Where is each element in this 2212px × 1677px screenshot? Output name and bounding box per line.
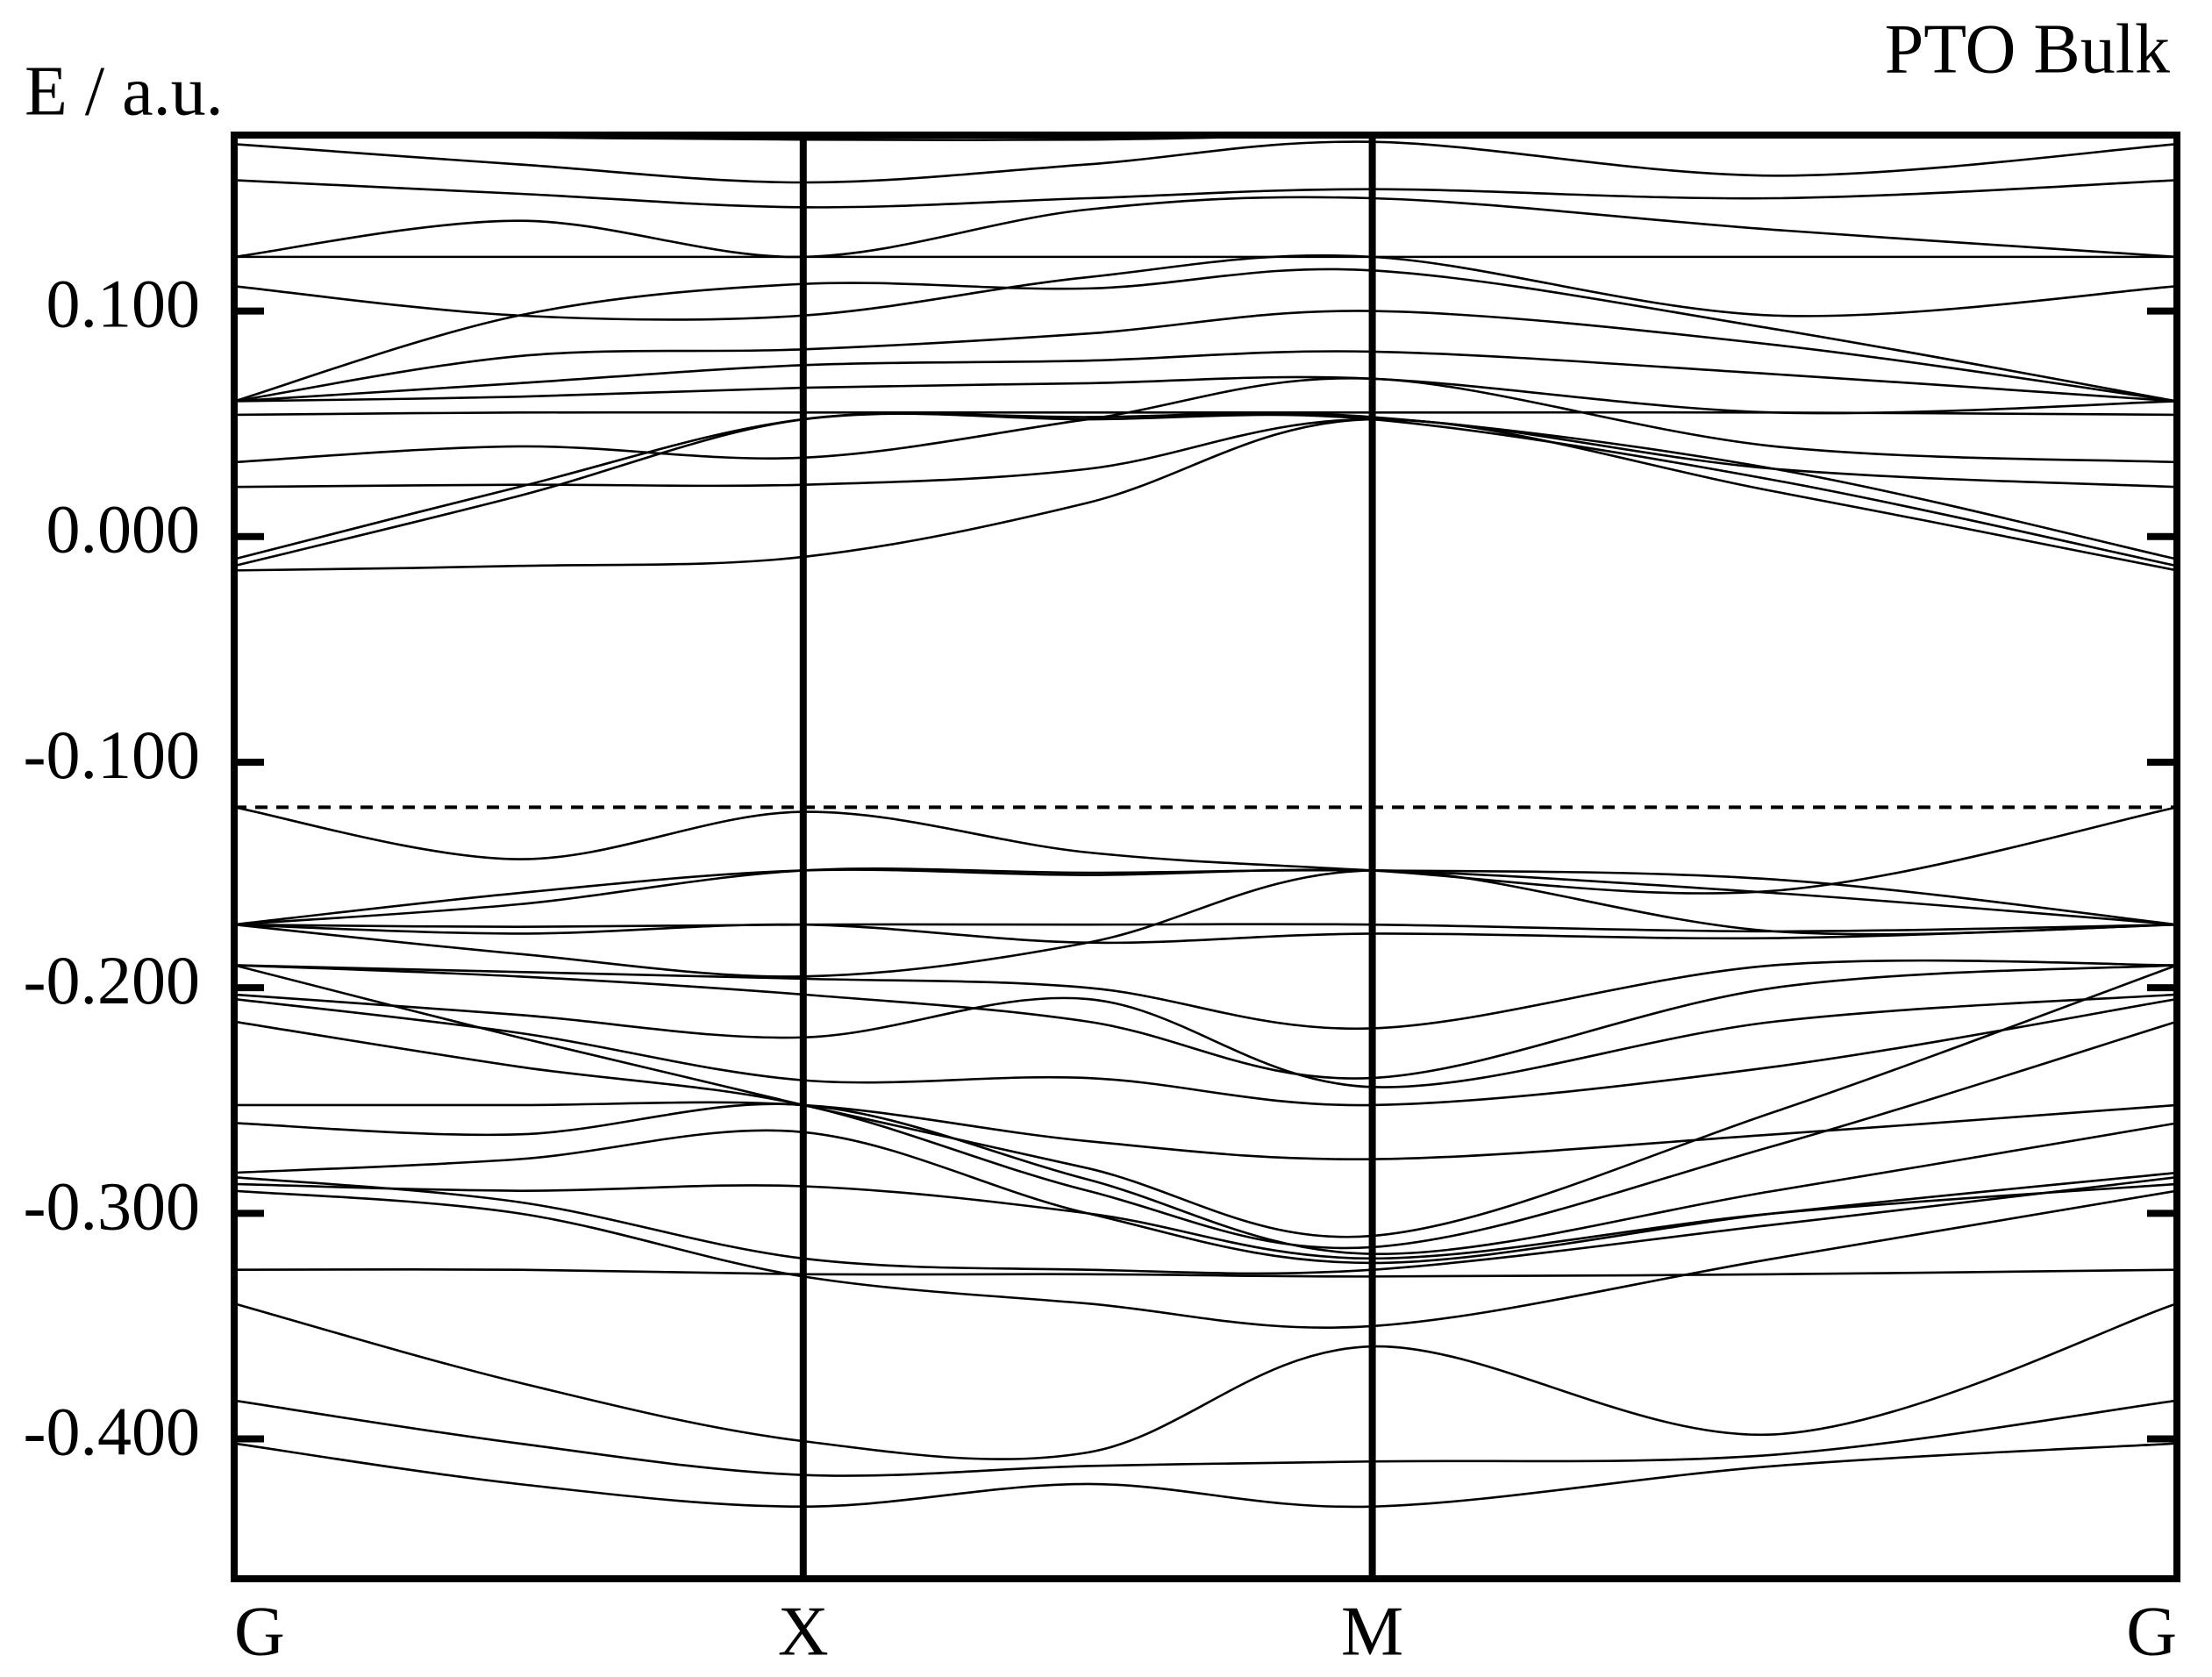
band-line bbox=[234, 1182, 2177, 1260]
y-tick-label: -0.300 bbox=[24, 1167, 200, 1244]
band-line bbox=[234, 867, 2177, 926]
y-tick-label: 0.100 bbox=[46, 266, 201, 342]
band-line bbox=[234, 140, 2177, 184]
band-line bbox=[234, 1302, 2177, 1460]
x-tick-label: X bbox=[778, 1593, 829, 1670]
band-line bbox=[234, 959, 2177, 1031]
band-line bbox=[234, 253, 2177, 321]
chart-title: PTO Bulk bbox=[1885, 11, 2170, 88]
band-line bbox=[234, 964, 2177, 1238]
band-line bbox=[234, 1442, 2177, 1509]
band-line bbox=[234, 411, 2177, 560]
y-tick-label: -0.400 bbox=[24, 1393, 200, 1469]
x-tick-label: G bbox=[234, 1593, 285, 1670]
x-tick-label: M bbox=[1341, 1593, 1403, 1670]
band-line bbox=[234, 1399, 2177, 1477]
band-line bbox=[234, 868, 2177, 926]
y-tick-label: -0.200 bbox=[24, 942, 200, 1018]
band-line bbox=[234, 869, 2177, 978]
band-line bbox=[234, 375, 2177, 415]
band-line bbox=[234, 1189, 2177, 1330]
band-line bbox=[234, 1020, 2177, 1250]
x-tick-label: G bbox=[2126, 1593, 2177, 1670]
band-line bbox=[234, 376, 2177, 464]
band-line bbox=[234, 1267, 2177, 1278]
band-line bbox=[234, 806, 2177, 895]
y-tick-label: 0.000 bbox=[46, 491, 201, 567]
band-line bbox=[234, 923, 2177, 945]
band-line bbox=[234, 417, 2177, 489]
band-line bbox=[234, 997, 2177, 1107]
band-line bbox=[234, 1175, 2177, 1275]
band-line bbox=[234, 964, 2177, 1080]
y-tick-label: -0.100 bbox=[24, 717, 200, 793]
band-line bbox=[234, 993, 2177, 1088]
band-line bbox=[234, 179, 2177, 209]
band-line bbox=[234, 1101, 2177, 1161]
band-line bbox=[234, 310, 2177, 403]
band-line bbox=[234, 412, 2177, 567]
band-line bbox=[234, 1103, 2177, 1255]
band-line bbox=[234, 417, 2177, 572]
y-axis-label: E / a.u. bbox=[25, 53, 224, 130]
band-line bbox=[234, 196, 2177, 259]
band-line bbox=[234, 350, 2177, 403]
plot-frame bbox=[231, 132, 2180, 1582]
